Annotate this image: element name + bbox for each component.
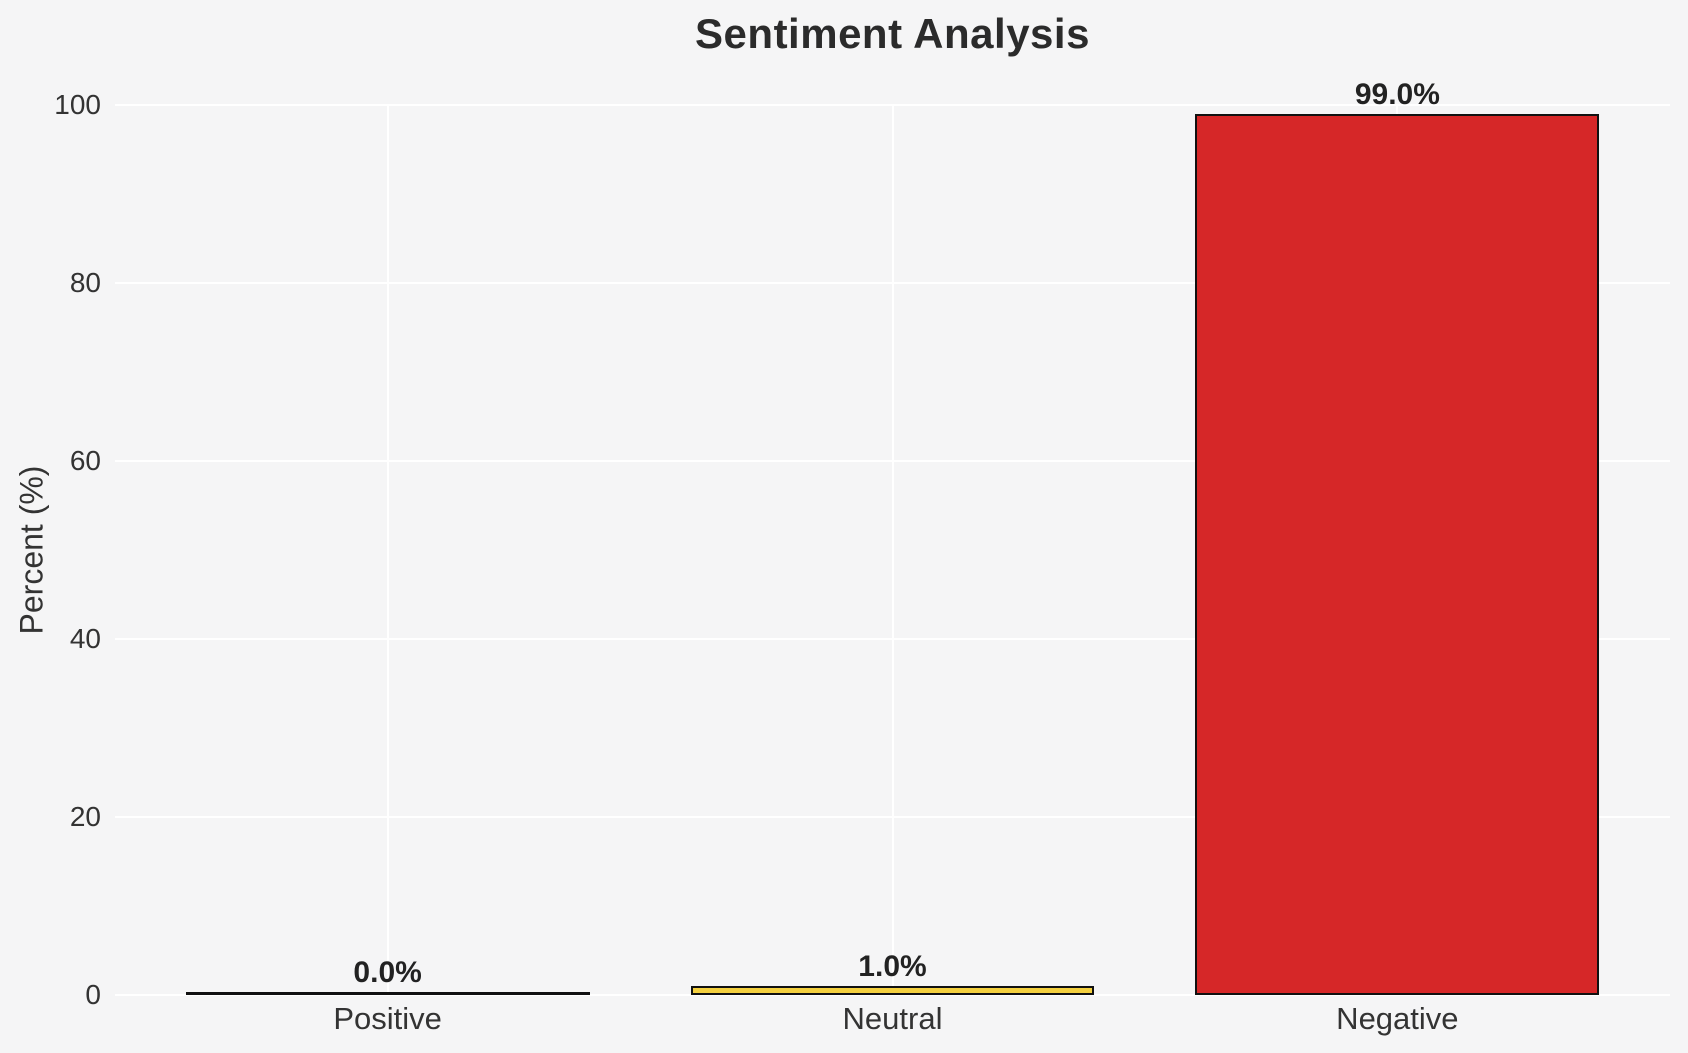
bar-value-label: 0.0% (353, 956, 422, 989)
y-tick-label: 40 (69, 623, 101, 654)
chart-title: Sentiment Analysis (695, 10, 1090, 57)
y-axis-label: Percent (%) (13, 465, 50, 635)
bar-value-label: 99.0% (1354, 77, 1440, 111)
x-tick-label-positive: Positive (333, 1001, 442, 1036)
x-tick-label-neutral: Neutral (842, 1001, 943, 1036)
bar-neutral (690, 986, 1095, 995)
bar-value-label: 1.0% (858, 950, 927, 984)
x-tick-label-negative: Negative (1336, 1001, 1459, 1036)
h-gridline (115, 994, 1670, 996)
y-tick-label: 0 (85, 979, 101, 1010)
bar-positive (185, 992, 590, 995)
plot-area: 0 20 40 60 80 100 0.0% Positive 1.0% Neutral 99.0%… (54, 78, 1670, 1036)
y-tick-label: 60 (69, 445, 101, 476)
bar-negative (1195, 113, 1600, 995)
y-tick-label: 80 (69, 267, 101, 298)
y-tick-label: 100 (54, 89, 101, 120)
v-gridline (891, 105, 894, 995)
v-gridline (386, 105, 389, 995)
y-tick-label: 20 (69, 801, 101, 832)
